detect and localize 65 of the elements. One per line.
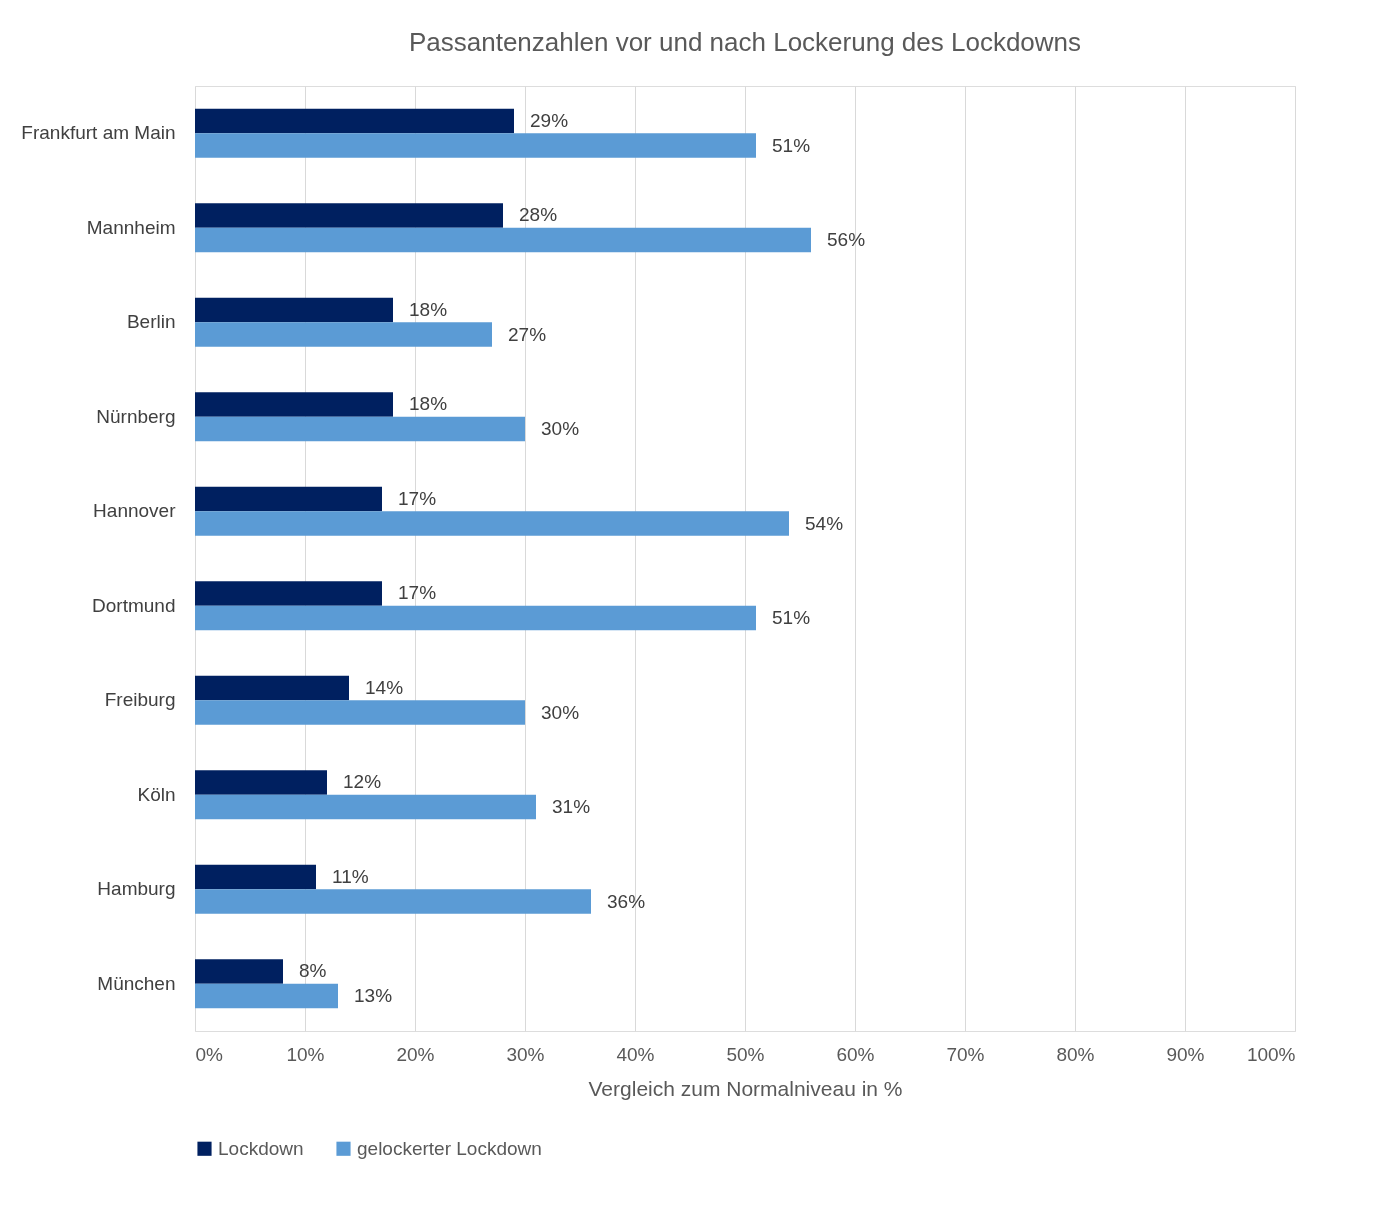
bar [195, 675, 349, 701]
bar [195, 511, 789, 536]
x-tick-label: 90% [1166, 1043, 1205, 1065]
data-label: 11% [332, 865, 369, 887]
x-tick-label: 20% [396, 1043, 435, 1065]
x-tick-label: 30% [506, 1043, 545, 1065]
x-tick-label: 0% [195, 1043, 224, 1065]
data-label: 8% [299, 960, 327, 982]
data-label: 36% [607, 890, 646, 912]
y-tick-label: Hamburg [97, 878, 176, 900]
data-label: 27% [508, 323, 547, 345]
data-label: 14% [365, 676, 404, 698]
bar [195, 889, 591, 914]
bar [195, 108, 514, 134]
x-tick-label: 40% [616, 1043, 655, 1065]
data-label: 28% [519, 204, 558, 226]
data-label: 31% [552, 796, 591, 818]
bar [195, 227, 811, 253]
bar [195, 864, 316, 890]
y-tick-label: Köln [137, 783, 176, 805]
bar [195, 297, 393, 323]
x-tick-label: 80% [1056, 1043, 1095, 1065]
data-label: 54% [805, 512, 844, 534]
legend-label: Lockdown [218, 1137, 304, 1159]
x-axis-title: Vergleich zum Normalniveau in % [588, 1076, 903, 1100]
data-label: 56% [827, 229, 866, 251]
bar [195, 392, 393, 417]
data-label: 51% [772, 607, 811, 629]
chart-title: Passantenzahlen vor und nach Lockerung des Lockdowns [408, 27, 1082, 57]
bar [195, 581, 382, 606]
y-tick-label: Hannover [93, 500, 177, 522]
data-label: 17% [398, 487, 437, 509]
y-tick-label: Dortmund [92, 594, 176, 616]
data-label: 18% [409, 393, 448, 415]
y-tick-label: Berlin [126, 311, 176, 333]
data-label: 30% [541, 418, 580, 440]
bar [195, 605, 756, 631]
y-tick-label: Mannheim [86, 216, 176, 238]
data-label: 13% [354, 985, 393, 1007]
x-tick-label: 100% [1246, 1043, 1296, 1065]
bar [195, 486, 382, 512]
x-tick-label: 60% [836, 1043, 875, 1065]
data-label: 18% [409, 298, 448, 320]
y-tick-label: München [97, 972, 176, 994]
data-label: 17% [398, 582, 437, 604]
bar [195, 416, 525, 442]
data-label: 30% [541, 701, 580, 723]
bar [195, 959, 283, 984]
x-tick-label: 70% [946, 1043, 985, 1065]
data-label: 51% [772, 134, 811, 156]
bar [195, 794, 536, 820]
data-label: 29% [530, 109, 569, 131]
y-tick-label: Nürnberg [96, 405, 176, 427]
data-label: 12% [343, 771, 382, 793]
x-tick-label: 50% [726, 1043, 765, 1065]
bar [195, 770, 327, 795]
bar [195, 133, 756, 158]
y-tick-label: Frankfurt am Main [21, 122, 176, 144]
legend-label: gelockerter Lockdown [357, 1137, 542, 1159]
bar [195, 700, 525, 725]
x-tick-label: 10% [286, 1043, 325, 1065]
bar [195, 322, 492, 347]
bar [195, 983, 338, 1009]
bar [195, 203, 503, 228]
y-tick-label: Freiburg [104, 689, 176, 711]
